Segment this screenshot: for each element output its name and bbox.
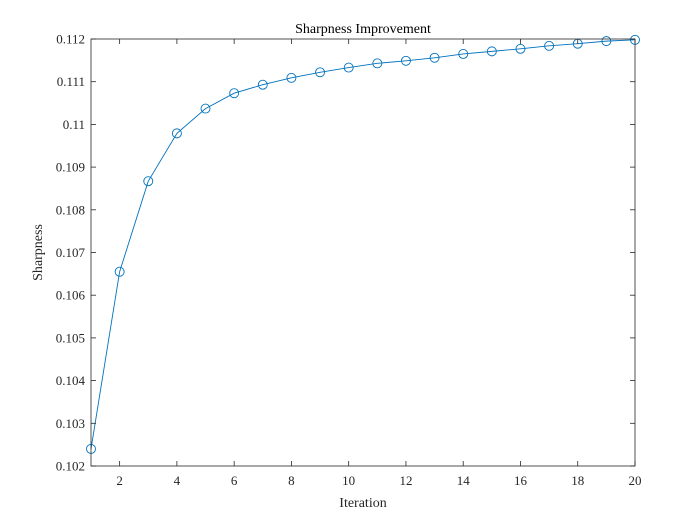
data-point-marker	[400, 55, 411, 66]
plot-area	[91, 39, 635, 466]
x-axis-title: Iteration	[339, 496, 386, 511]
y-tick-label: 0.105	[56, 330, 85, 345]
data-point-marker	[315, 67, 326, 78]
y-tick-label: 0.11	[63, 117, 85, 132]
data-point-marker	[544, 40, 555, 51]
x-tick-label: 20	[629, 473, 642, 488]
y-axis-title: Sharpness	[31, 224, 46, 281]
chart-title: Sharpness Improvement	[295, 22, 431, 37]
x-tick-label: 6	[231, 473, 238, 488]
data-point-marker	[200, 103, 211, 114]
ticks-layer: 2 4 6 8 10 12 14 16 18 20 0.102 0.103 0.104 0.105 0.10…	[56, 32, 642, 489]
data-point-marker	[143, 176, 154, 187]
data-point-marker	[486, 46, 497, 57]
data-point-marker	[429, 52, 440, 63]
data-point-marker	[229, 88, 240, 99]
y-tick-label: 0.109	[56, 160, 85, 175]
y-tick-label: 0.108	[56, 202, 85, 217]
data-point-marker	[458, 48, 469, 59]
x-tick-label: 8	[288, 473, 295, 488]
x-tick-label: 14	[457, 473, 471, 488]
data-point-marker	[515, 43, 526, 54]
x-tick-label: 10	[342, 473, 355, 488]
data-point-marker	[257, 79, 268, 90]
y-tick-label: 0.103	[56, 416, 85, 431]
y-tick-label: 0.104	[56, 373, 86, 388]
y-tick-label: 0.111	[57, 74, 85, 89]
x-tick-label: 16	[514, 473, 528, 488]
x-tick-label: 18	[571, 473, 584, 488]
y-tick-label: 0.107	[56, 245, 86, 260]
data-point-marker	[343, 62, 354, 73]
data-point-marker	[286, 72, 297, 83]
data-point-marker	[372, 58, 383, 69]
x-tick-label: 12	[399, 473, 412, 488]
x-tick-label: 2	[116, 473, 123, 488]
y-tick-label: 0.112	[56, 32, 85, 47]
data-point-marker	[171, 128, 182, 139]
y-tick-label: 0.106	[56, 288, 86, 303]
x-tick-label: 4	[174, 473, 181, 488]
y-tick-label: 0.102	[56, 459, 85, 474]
data-point-marker	[114, 266, 125, 277]
data-point-marker	[601, 36, 612, 47]
